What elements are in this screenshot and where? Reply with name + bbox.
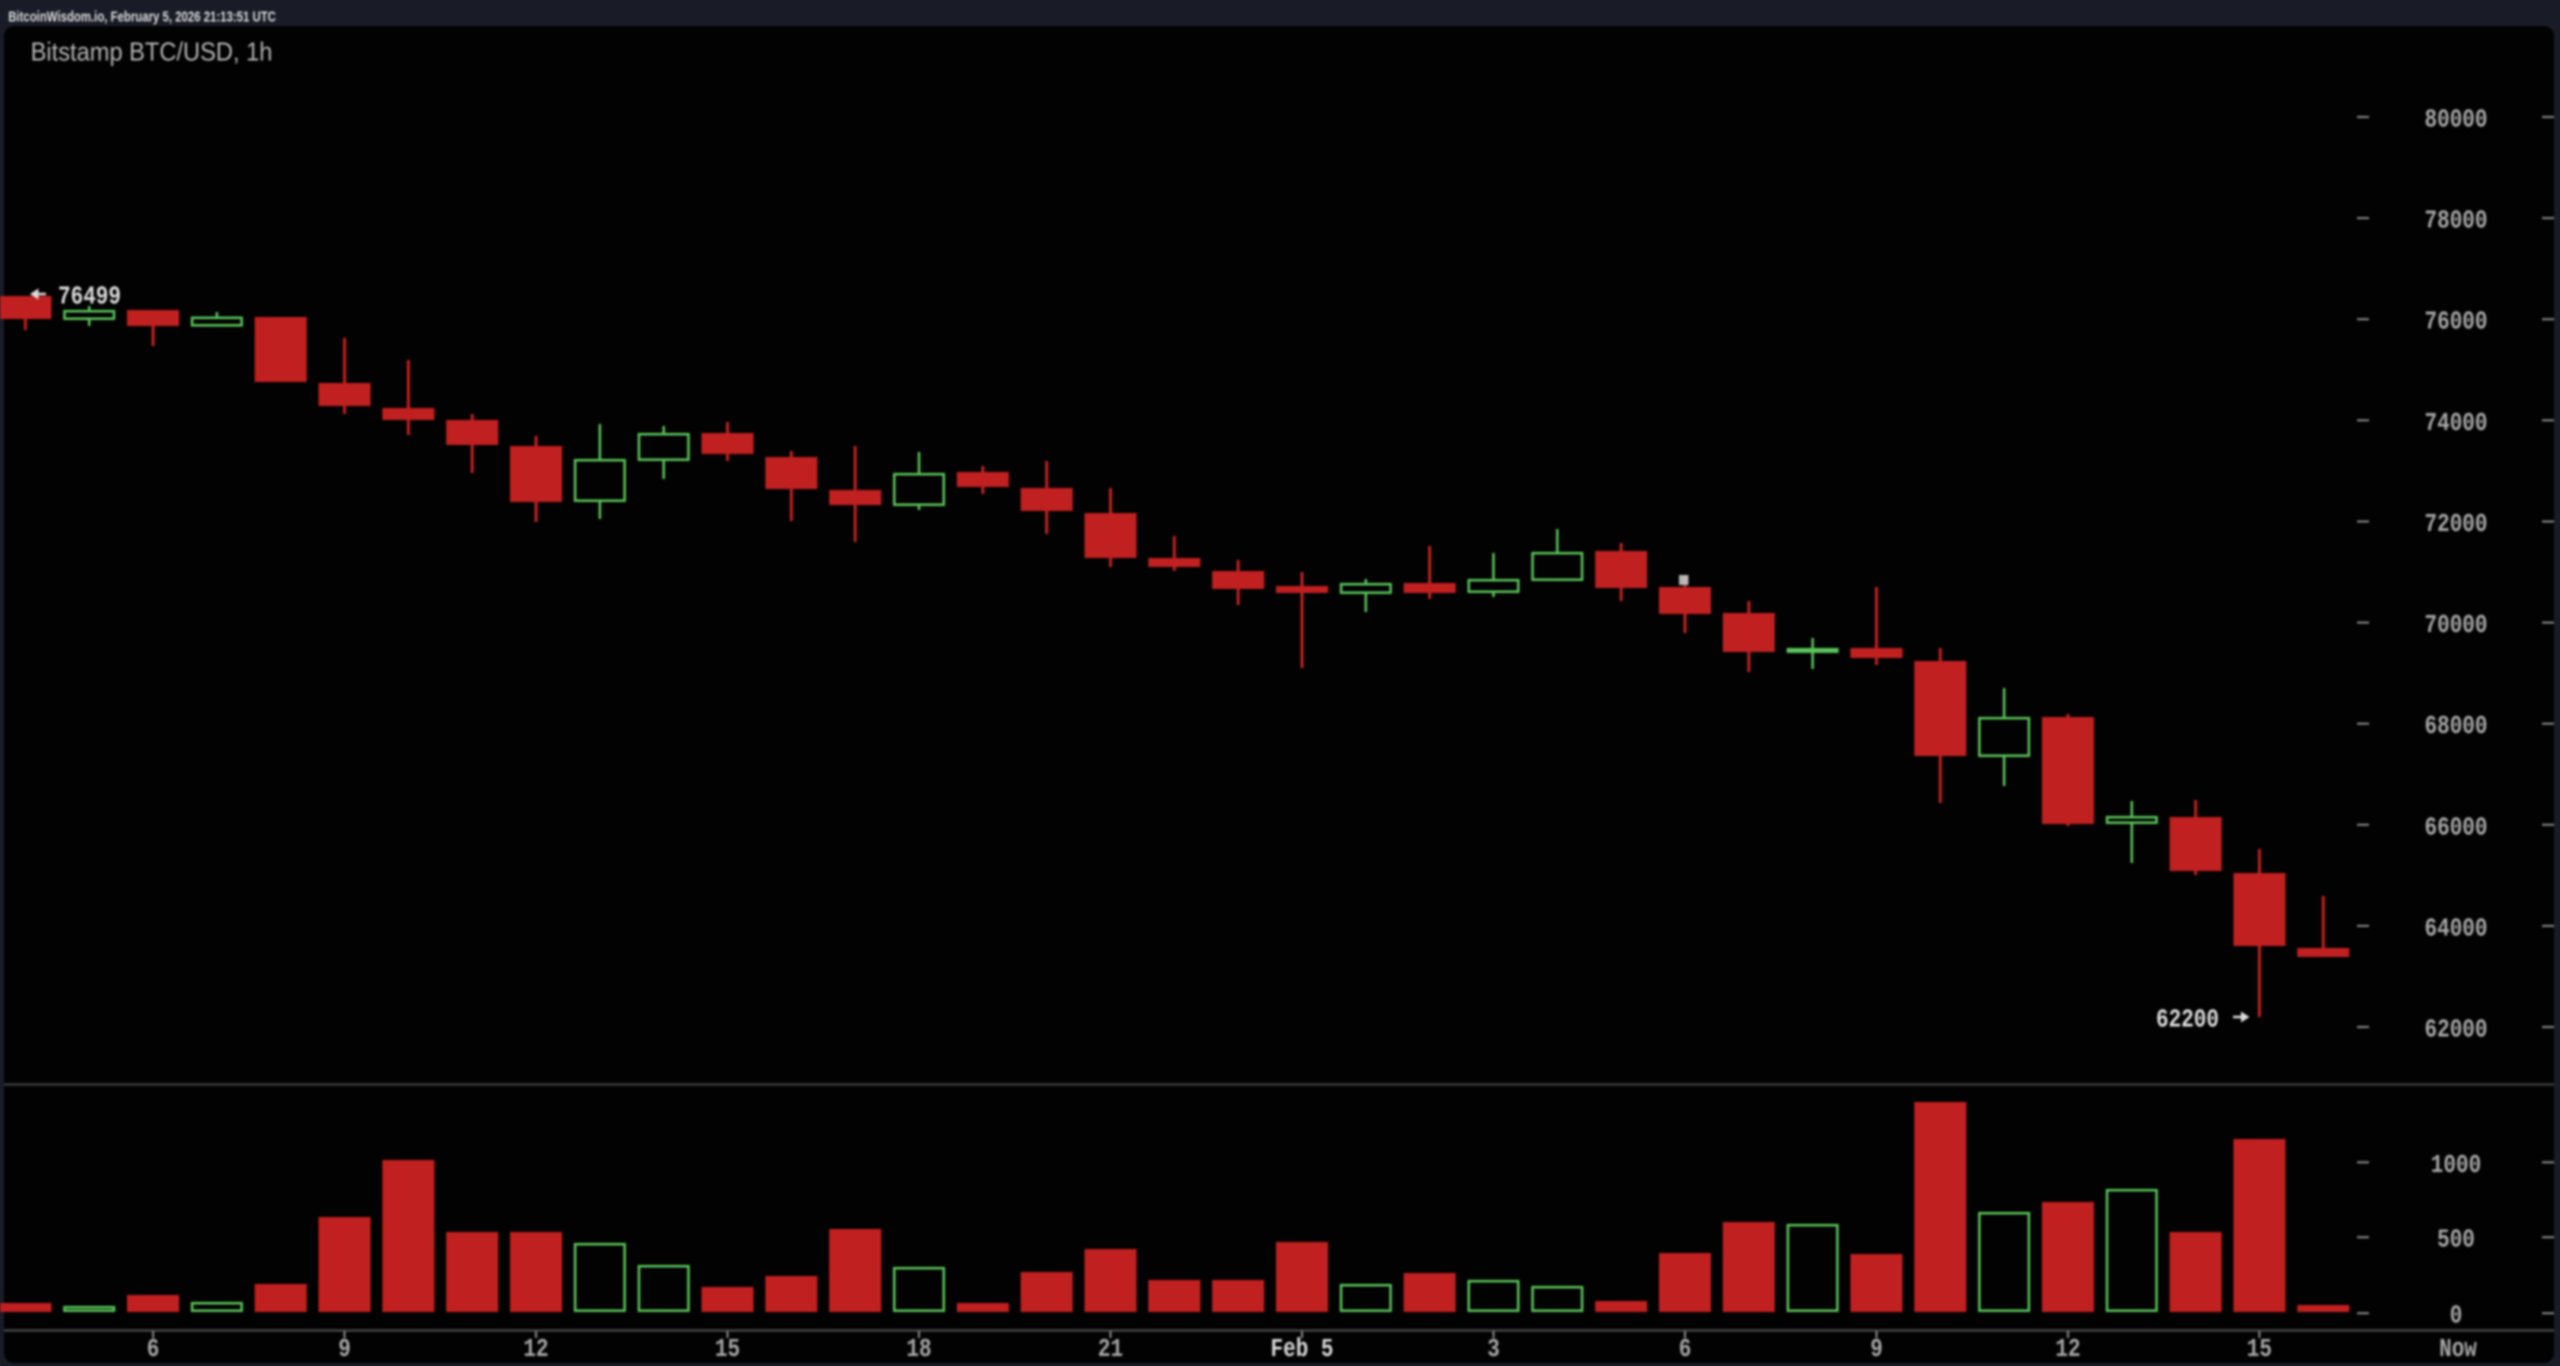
svg-text:76000: 76000 — [2424, 308, 2487, 338]
svg-text:72000: 72000 — [2424, 510, 2487, 540]
svg-text:18: 18 — [906, 1335, 931, 1365]
svg-text:68000: 68000 — [2424, 712, 2487, 742]
svg-text:9: 9 — [338, 1335, 351, 1365]
svg-text:15: 15 — [2247, 1335, 2272, 1365]
svg-text:Feb 5: Feb 5 — [1270, 1335, 1333, 1365]
svg-text:62200: 62200 — [2156, 1005, 2219, 1035]
svg-text:64000: 64000 — [2424, 914, 2487, 944]
svg-text:3: 3 — [1487, 1335, 1500, 1365]
svg-text:66000: 66000 — [2424, 813, 2487, 843]
svg-text:80000: 80000 — [2424, 106, 2487, 136]
svg-text:21: 21 — [1098, 1335, 1123, 1365]
svg-text:12: 12 — [523, 1335, 548, 1365]
svg-text:BitcoinWisdom.io, February 5,: BitcoinWisdom.io, February 5, 2026 21:13… — [8, 8, 276, 25]
svg-text:0: 0 — [2450, 1302, 2463, 1332]
svg-text:Now: Now — [2439, 1335, 2478, 1365]
svg-text:78000: 78000 — [2424, 207, 2487, 237]
svg-text:62000: 62000 — [2424, 1016, 2487, 1046]
svg-text:500: 500 — [2437, 1226, 2475, 1256]
svg-text:12: 12 — [2055, 1335, 2080, 1365]
svg-text:Bitstamp BTC/USD, 1h: Bitstamp BTC/USD, 1h — [31, 39, 273, 67]
svg-text:15: 15 — [715, 1335, 740, 1365]
svg-text:76499: 76499 — [58, 283, 121, 313]
svg-text:74000: 74000 — [2424, 409, 2487, 439]
svg-text:70000: 70000 — [2424, 611, 2487, 641]
svg-text:6: 6 — [147, 1335, 160, 1365]
svg-text:6: 6 — [1679, 1335, 1692, 1365]
svg-text:1000: 1000 — [2431, 1151, 2481, 1181]
svg-text:9: 9 — [1870, 1335, 1883, 1365]
